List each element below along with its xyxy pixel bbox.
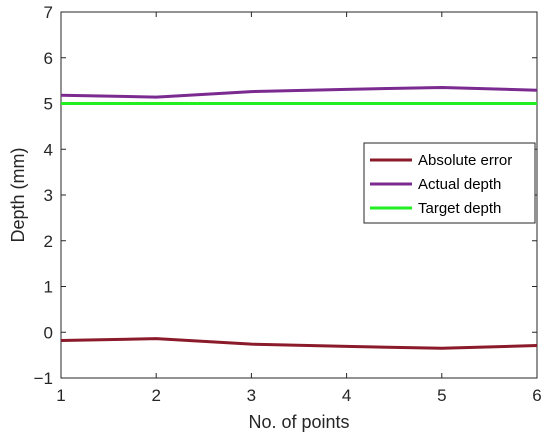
x-tick-label: 5 [437, 386, 446, 405]
y-tick-label: 1 [44, 278, 53, 297]
x-tick-label: 3 [247, 386, 256, 405]
y-tick-label: 5 [44, 95, 53, 114]
x-tick-label: 4 [342, 386, 351, 405]
x-tick-label: 1 [56, 386, 65, 405]
legend-label: Actual depth [418, 176, 501, 193]
legend-box [363, 142, 536, 224]
x-axis: 1 2 3 4 5 6 [56, 12, 542, 405]
y-axis-label: Depth (mm) [8, 147, 28, 242]
x-tick-label: 6 [532, 386, 541, 405]
legend-label: Target depth [418, 200, 501, 217]
series-line-actual-depth [60, 85, 538, 99]
x-axis-label: No. of points [248, 412, 349, 432]
y-axis: −1 0 1 2 3 4 5 6 7 [34, 3, 537, 388]
y-tick-label: 3 [44, 186, 53, 205]
y-tick-label: −1 [34, 369, 53, 388]
y-tick-label: 7 [44, 3, 53, 22]
y-tick-label: 6 [44, 49, 53, 68]
y-tick-label: 4 [44, 140, 53, 159]
series-lines [60, 85, 538, 350]
y-tick-label: 0 [44, 323, 53, 342]
legend: Absolute error Actual depth Target depth [363, 142, 536, 224]
y-tick-label: 2 [44, 232, 53, 251]
legend-label: Absolute error [418, 152, 512, 169]
x-tick-label: 2 [151, 386, 160, 405]
series-line-absolute-error [60, 337, 538, 350]
